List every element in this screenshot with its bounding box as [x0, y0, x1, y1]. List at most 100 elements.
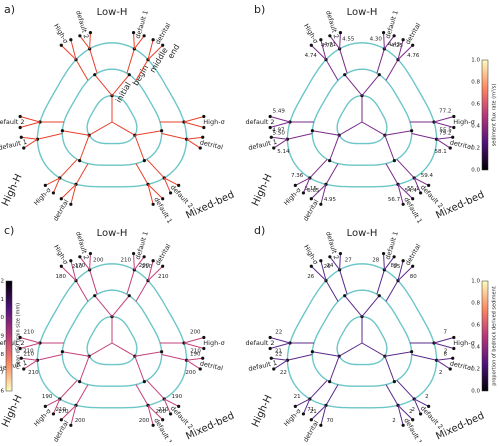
node — [18, 335, 22, 340]
edge — [361, 121, 386, 136]
leaf-label: High-σ — [302, 22, 320, 45]
edge — [413, 398, 429, 407]
edge — [383, 253, 385, 270]
leaf-label: detrital — [404, 242, 423, 267]
node — [328, 255, 332, 259]
node — [60, 129, 64, 133]
edge — [134, 130, 162, 136]
edge — [295, 177, 311, 186]
edge — [134, 135, 145, 161]
node — [201, 135, 205, 139]
node — [160, 129, 164, 133]
edge — [79, 135, 90, 161]
node — [319, 259, 323, 263]
node — [309, 197, 313, 201]
edge — [186, 138, 201, 149]
leaf-label: High-σ — [203, 118, 224, 126]
node — [452, 125, 456, 130]
node — [338, 251, 343, 256]
edge — [183, 116, 204, 123]
value-label: 27 — [345, 258, 352, 264]
edge — [89, 32, 91, 49]
node — [272, 367, 276, 371]
panel-letter: d) — [254, 224, 265, 237]
value-label: 210 — [121, 258, 132, 264]
node — [328, 380, 332, 384]
node — [268, 114, 272, 119]
node — [131, 251, 136, 256]
node — [432, 120, 436, 124]
node — [198, 367, 202, 371]
edge — [133, 253, 135, 270]
edge — [94, 295, 113, 317]
edge — [147, 404, 164, 421]
colorbar-tick: 0.20 — [0, 315, 4, 321]
contour — [86, 94, 138, 145]
value-label: 7.36 — [291, 173, 304, 179]
edge — [385, 280, 399, 302]
value-label: 2 — [439, 370, 443, 376]
edge — [312, 351, 340, 357]
edge — [133, 35, 145, 50]
edge — [23, 359, 38, 370]
value-label: 8 — [444, 352, 448, 358]
node — [151, 202, 155, 206]
edge — [45, 177, 61, 186]
node — [309, 264, 313, 268]
edge — [147, 405, 154, 426]
leaf-label: detrital — [302, 198, 321, 223]
leaf-label: default 2 — [74, 230, 90, 260]
node — [177, 183, 181, 188]
node — [418, 412, 423, 416]
edge — [413, 177, 422, 194]
edge — [385, 59, 399, 81]
edge — [183, 342, 204, 349]
node — [319, 38, 323, 42]
colorbar-tick: 0.4 — [471, 124, 480, 130]
node — [268, 335, 272, 340]
leaf-label: default 1 — [134, 230, 150, 260]
edge — [325, 384, 339, 406]
edge — [186, 136, 203, 140]
contour — [336, 94, 388, 145]
edge — [397, 39, 404, 60]
edge — [411, 132, 437, 140]
node — [338, 30, 343, 35]
edge — [361, 295, 380, 317]
value-label: 4.97 — [272, 127, 285, 133]
node — [161, 197, 165, 201]
node — [151, 259, 155, 263]
edge — [338, 342, 363, 357]
node — [343, 73, 347, 77]
node — [293, 404, 297, 409]
edge — [75, 384, 89, 406]
node — [151, 38, 155, 42]
leaf-label: detrital — [154, 242, 173, 267]
node — [269, 135, 273, 139]
value-label: 22 — [275, 352, 282, 358]
node — [328, 159, 332, 163]
edge — [310, 44, 327, 61]
value-label: 2 — [425, 394, 429, 400]
value-label: 4.43 — [388, 42, 401, 48]
value-label: 170 — [58, 409, 69, 415]
value-label: 200 — [93, 258, 104, 264]
value-label: 4.74 — [305, 53, 318, 59]
edge — [385, 384, 399, 406]
colorbar — [5, 280, 13, 392]
node — [377, 73, 381, 77]
contour — [86, 315, 138, 366]
node — [319, 202, 323, 206]
colorbar-tick: 0.21 — [0, 297, 4, 303]
node — [293, 183, 297, 188]
value-label: 210 — [23, 329, 34, 335]
value-label: 21 — [275, 348, 282, 354]
contour-label: middle — [148, 46, 169, 74]
edge — [135, 384, 149, 406]
edge — [309, 158, 328, 179]
edge — [75, 280, 89, 302]
node — [142, 34, 146, 38]
edge — [376, 48, 385, 74]
